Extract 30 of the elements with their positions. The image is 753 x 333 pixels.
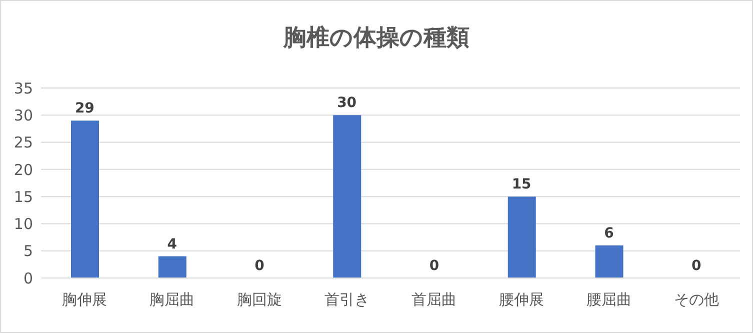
- chart-title: 胸椎の体操の種類: [282, 24, 470, 53]
- x-tick-label: 胸伸展: [62, 290, 108, 309]
- y-tick-label: 30: [14, 106, 33, 124]
- x-tick-label: 胸屈曲: [150, 290, 195, 309]
- bar: [71, 120, 99, 278]
- y-tick-label: 20: [14, 160, 33, 179]
- y-tick-label: 35: [14, 79, 33, 98]
- y-tick-label: 0: [23, 269, 33, 288]
- data-label: 29: [74, 100, 94, 117]
- data-label: 6: [604, 225, 614, 242]
- data-label: 0: [691, 258, 702, 274]
- x-tick-label: 腰伸展: [499, 290, 544, 309]
- data-label: 30: [337, 95, 357, 112]
- y-tick-label: 10: [14, 215, 33, 234]
- bar: [595, 245, 624, 278]
- bar: [158, 256, 186, 278]
- data-label: 0: [254, 258, 265, 274]
- x-tick-label: 首引き: [324, 290, 370, 309]
- x-tick-label: その他: [674, 290, 719, 309]
- bar: [508, 196, 536, 278]
- y-tick-label: 15: [14, 188, 33, 206]
- y-tick-label: 25: [14, 134, 33, 152]
- x-tick-label: 腰屈曲: [586, 290, 632, 309]
- x-tick-label: 胸回旋: [236, 290, 282, 309]
- data-label: 0: [429, 258, 440, 274]
- data-label: 15: [512, 176, 532, 193]
- data-label: 4: [167, 236, 178, 252]
- x-tick-label: 首屈曲: [412, 290, 457, 309]
- y-tick-label: 5: [23, 242, 33, 260]
- bar: [333, 115, 362, 278]
